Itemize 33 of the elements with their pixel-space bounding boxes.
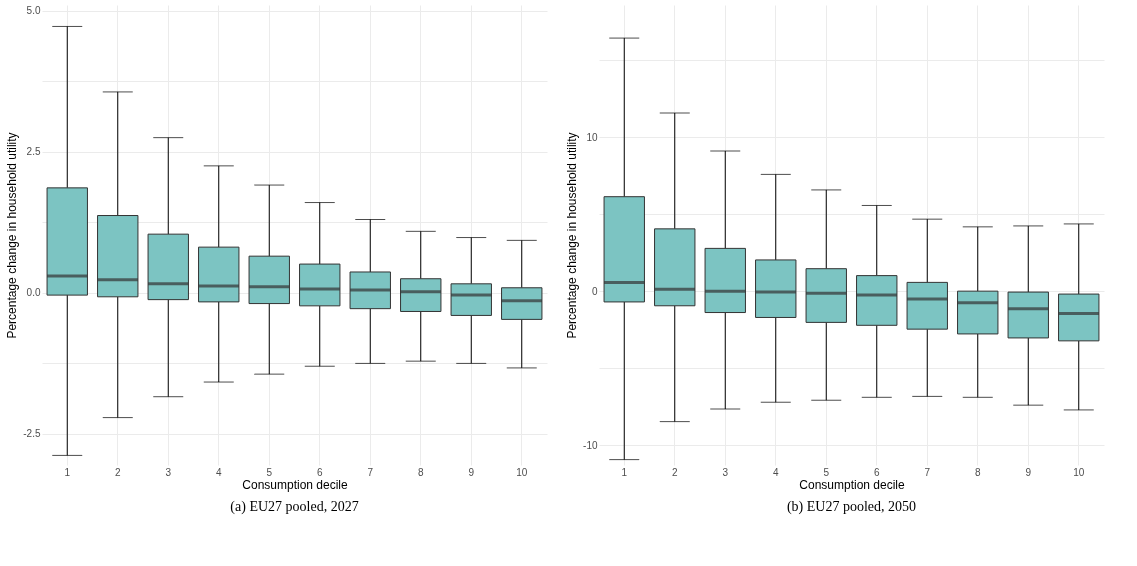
x-tick-label: 1 bbox=[621, 466, 628, 478]
x-tick-label: 6 bbox=[873, 466, 880, 478]
x-axis-title: Consumption decile bbox=[242, 477, 349, 492]
text: (a) EU27 pooled, 2027 bbox=[230, 499, 359, 515]
x-tick-label: 3 bbox=[722, 466, 729, 478]
y-tick-label: -10 bbox=[583, 439, 598, 451]
y-tick-label: 5.0 bbox=[26, 5, 41, 17]
text: (b) EU27 pooled, 2050 bbox=[786, 499, 917, 515]
x-tick-label: 10 bbox=[1073, 466, 1085, 478]
x-tick-label: 7 bbox=[367, 466, 374, 478]
y-axis-title: Percentage change in household utility bbox=[565, 132, 580, 339]
y-tick-label: -2.5 bbox=[23, 428, 41, 440]
y-axis-title: Percentage change in household utility bbox=[5, 132, 20, 339]
x-tick-label: 4 bbox=[215, 466, 222, 478]
y-tick-label: 0 bbox=[591, 285, 598, 297]
x-tick-label: 2 bbox=[671, 466, 678, 478]
x-tick-label: 8 bbox=[417, 466, 424, 478]
x-tick-label: 7 bbox=[924, 466, 931, 478]
y-tick-label: 2.5 bbox=[26, 146, 41, 158]
x-tick-label: 4 bbox=[772, 466, 779, 478]
x-tick-label: 8 bbox=[974, 466, 981, 478]
x-axis-title: Consumption decile bbox=[799, 477, 906, 492]
x-tick-label: 9 bbox=[1025, 466, 1032, 478]
x-tick-label: 9 bbox=[468, 466, 475, 478]
y-tick-label: 10 bbox=[586, 131, 598, 143]
x-tick-label: 1 bbox=[64, 466, 71, 478]
x-tick-label: 10 bbox=[516, 466, 528, 478]
x-tick-label: 2 bbox=[114, 466, 121, 478]
x-tick-label: 5 bbox=[823, 466, 830, 478]
x-tick-label: 3 bbox=[165, 466, 172, 478]
x-tick-label: 5 bbox=[266, 466, 273, 478]
y-tick-label: 0.0 bbox=[26, 287, 41, 299]
x-tick-label: 6 bbox=[316, 466, 323, 478]
